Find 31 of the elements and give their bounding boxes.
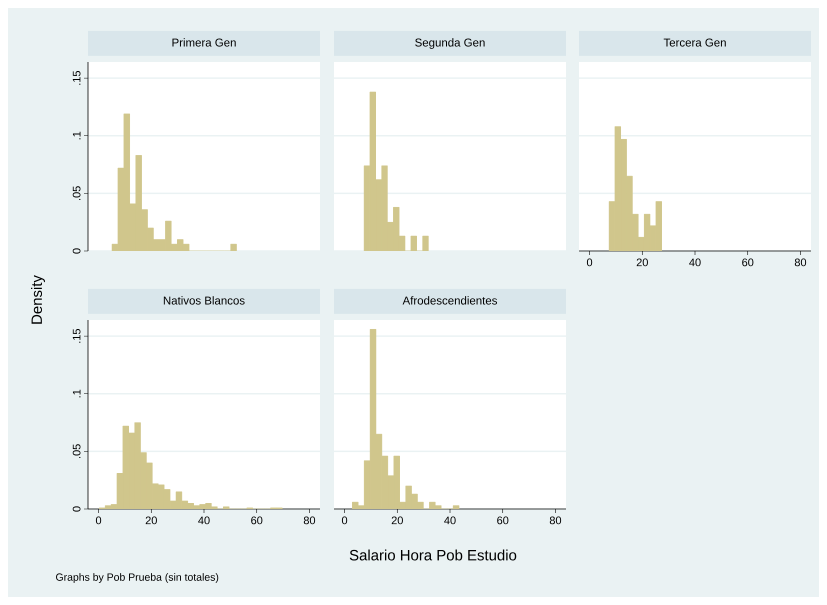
chart-title: Primera Gen [172,38,236,47]
x-tick-label: 40 [444,516,456,524]
y-tick-label: 0 [72,248,80,254]
x-tick-label: 20 [146,516,157,524]
x-axis-title: Salario Hora Pob Estudio [350,550,516,560]
y-tick-label: 0 [72,506,80,512]
y-tick-label: .1 [72,390,80,398]
y-tick-label: .15 [72,328,80,343]
y-tick-label: .15 [72,70,80,85]
y-tick-label: .05 [72,444,80,458]
x-tick-label: 0 [586,258,592,266]
x-tick-label: 80 [794,258,806,266]
y-tick-label: .1 [72,132,80,140]
chart-title: Tercera Gen [664,38,726,47]
chart-title: Segunda Gen [415,38,485,49]
x-tick-label: 40 [198,516,210,524]
x-tick-label: 80 [304,516,316,524]
x-tick-label: 0 [342,516,348,524]
x-tick-label: 0 [96,516,102,524]
x-tick-label: 60 [497,516,508,524]
x-tick-label: 60 [742,258,754,266]
text: Graphs by Pob Prueba (sin totales) [56,573,218,583]
x-tick-label: 40 [689,258,701,266]
x-tick-label: 20 [392,516,403,524]
chart-title: Afrodescendientes [402,296,498,305]
y-axis-title: Density [31,275,45,324]
x-tick-label: 80 [550,516,562,524]
x-tick-label: 60 [251,516,262,524]
y-tick-label: .05 [72,186,80,200]
x-tick-label: 20 [636,258,648,266]
chart-title: Nativos Blancos [164,296,245,305]
